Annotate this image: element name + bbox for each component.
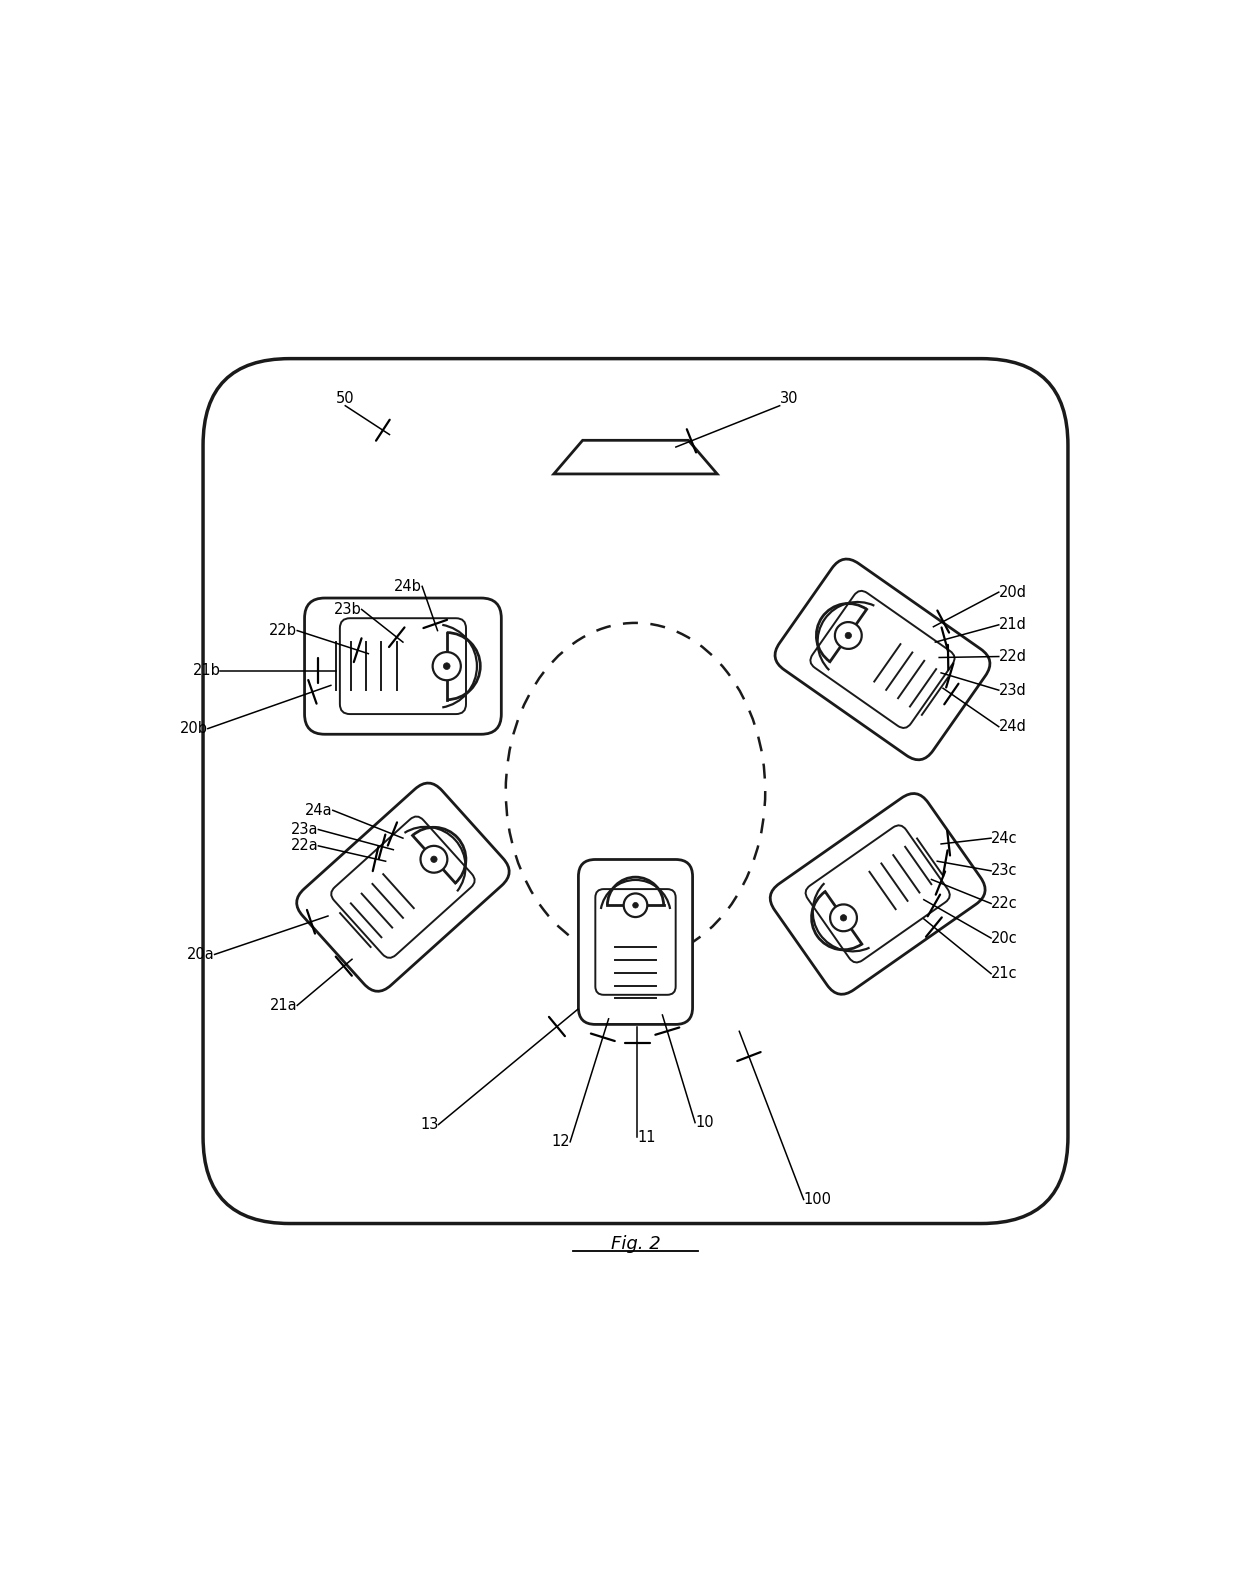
Text: 20a: 20a xyxy=(187,947,215,961)
Text: 24d: 24d xyxy=(998,719,1027,734)
Text: 21c: 21c xyxy=(991,966,1018,982)
FancyBboxPatch shape xyxy=(775,559,990,760)
Circle shape xyxy=(433,652,461,681)
Text: Fig. 2: Fig. 2 xyxy=(610,1234,661,1253)
Circle shape xyxy=(420,846,448,873)
FancyBboxPatch shape xyxy=(770,793,985,994)
Text: 22b: 22b xyxy=(269,623,298,638)
Circle shape xyxy=(830,905,857,931)
Text: 100: 100 xyxy=(804,1191,832,1207)
Text: 21b: 21b xyxy=(192,663,221,678)
Text: 23c: 23c xyxy=(991,864,1018,878)
Text: 12: 12 xyxy=(552,1135,570,1149)
Text: 24c: 24c xyxy=(991,831,1018,846)
Text: 22d: 22d xyxy=(998,649,1027,663)
Text: 50: 50 xyxy=(336,391,355,405)
Text: 21d: 21d xyxy=(998,618,1027,632)
FancyBboxPatch shape xyxy=(578,859,693,1024)
Text: 24a: 24a xyxy=(305,802,332,818)
Circle shape xyxy=(846,632,852,638)
Text: 22c: 22c xyxy=(991,897,1018,911)
Circle shape xyxy=(835,623,862,649)
Text: 11: 11 xyxy=(637,1130,656,1144)
Circle shape xyxy=(624,894,647,917)
FancyBboxPatch shape xyxy=(305,597,501,734)
Text: 21a: 21a xyxy=(269,998,298,1013)
Text: 22a: 22a xyxy=(290,838,319,853)
Text: 20b: 20b xyxy=(180,722,208,736)
Circle shape xyxy=(430,856,438,862)
FancyBboxPatch shape xyxy=(296,783,510,991)
Text: 23b: 23b xyxy=(334,602,362,616)
Text: 13: 13 xyxy=(420,1117,439,1132)
Text: 23a: 23a xyxy=(291,823,319,837)
Text: 10: 10 xyxy=(696,1116,714,1130)
Text: 20c: 20c xyxy=(991,930,1018,946)
Circle shape xyxy=(444,663,450,670)
Text: 23d: 23d xyxy=(998,682,1027,698)
Circle shape xyxy=(632,903,639,908)
Text: 24b: 24b xyxy=(394,578,422,594)
Circle shape xyxy=(841,914,847,920)
FancyBboxPatch shape xyxy=(203,359,1068,1223)
Text: 30: 30 xyxy=(780,391,799,405)
Text: 20d: 20d xyxy=(998,585,1027,599)
